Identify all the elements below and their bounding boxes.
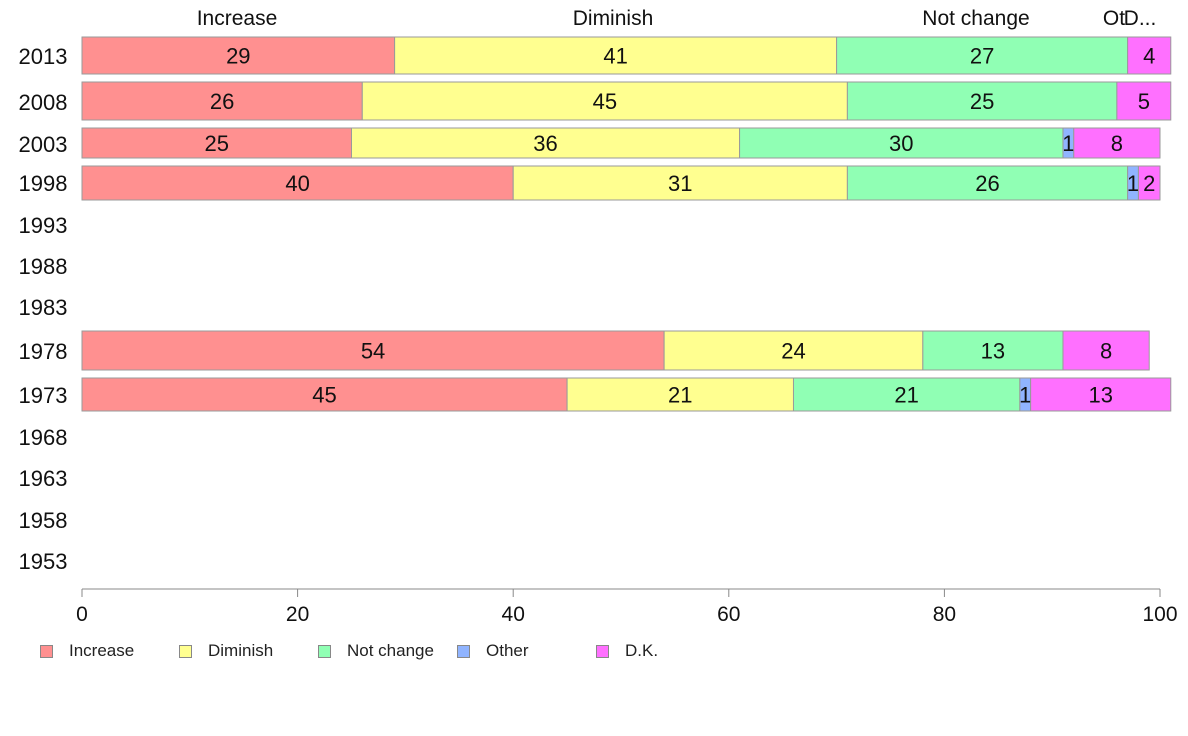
- year-label-1953: 1953: [19, 549, 68, 574]
- bar-label-1998-not-change: 26: [975, 171, 999, 196]
- legend-item-diminish: Diminish: [179, 641, 273, 661]
- year-label-1993: 1993: [19, 213, 68, 238]
- year-label-1958: 1958: [19, 508, 68, 533]
- top-label-ot: Ot: [1103, 7, 1125, 30]
- legend-item-increase: Increase: [40, 641, 134, 661]
- legend-label-not-change: Not change: [347, 641, 434, 660]
- bar-2013-increase: [81, 36, 396, 75]
- legend-item-other: Other: [457, 641, 529, 661]
- year-label-1988: 1988: [19, 254, 68, 279]
- bar-1978-diminish: [663, 330, 924, 371]
- bar-label-2008-d-k: 5: [1138, 89, 1150, 114]
- bar-label-1973-d-k: 13: [1088, 383, 1112, 408]
- year-label-2008: 2008: [19, 90, 68, 115]
- bar-1973-d-k: [1030, 377, 1172, 412]
- top-label-increase: Increase: [197, 7, 278, 30]
- bar-label-1973-diminish: 21: [668, 383, 692, 408]
- bar-1978-d-k: [1062, 330, 1150, 371]
- bar-2013-not-change: [836, 36, 1129, 75]
- x-tick-label-100: 100: [1142, 603, 1177, 626]
- top-category-labels: Increase Diminish Not change OtD...: [197, 7, 1157, 30]
- legend-swatch-dk: [596, 644, 609, 658]
- bar-label-1973-other: 1: [1019, 383, 1031, 408]
- year-label-2013: 2013: [19, 44, 68, 69]
- legend-label-dk: D.K.: [625, 641, 659, 660]
- bar-label-2013-diminish: 41: [603, 44, 627, 69]
- bar-label-1978-diminish: 24: [781, 339, 805, 364]
- year-labels: 2013 2008 2003 1998 1993 1988 1983 1978 1973 1968…: [19, 44, 68, 574]
- year-label-1983: 1983: [19, 295, 68, 320]
- bar-label-2008-diminish: 45: [593, 89, 617, 114]
- bar-label-2013-not-change: 27: [970, 44, 994, 69]
- year-label-1978: 1978: [19, 339, 68, 364]
- legend-swatch-diminish: [179, 644, 192, 658]
- bar-label-2003-not-change: 30: [889, 131, 913, 156]
- x-axis: 0 20 40 60 80 100: [76, 588, 1178, 626]
- bar-1973-diminish: [566, 377, 794, 412]
- bar-label-2013-increase: 29: [226, 44, 250, 69]
- bar-1998-diminish: [512, 165, 848, 201]
- year-label-2003: 2003: [19, 132, 68, 157]
- bar-2003-d-k: [1073, 127, 1161, 159]
- bar-1978-increase: [81, 330, 665, 371]
- bars: 29 41 27 426 45 25 525 36 30 1 840 31 26 1 254 24 13 845 2…: [81, 36, 1172, 412]
- bar-label-2013-d-k: 4: [1143, 44, 1155, 69]
- bar-2008-not-change: [846, 81, 1118, 121]
- legend-label-other: Other: [486, 641, 529, 660]
- top-label-diminish: Diminish: [573, 7, 654, 30]
- bar-2003-diminish: [351, 127, 741, 159]
- bar-2008-increase: [81, 81, 363, 121]
- bar-1998-d-k: [1137, 165, 1161, 201]
- bar-label-2003-increase: 25: [205, 131, 229, 156]
- bar-2008-d-k: [1116, 81, 1172, 121]
- bar-label-1978-increase: 54: [361, 339, 385, 364]
- legend-swatch-increase: [40, 644, 53, 658]
- bar-1998-increase: [81, 165, 514, 201]
- bar-label-1998-diminish: 31: [668, 171, 692, 196]
- legend-swatch-not-change: [318, 644, 331, 658]
- bar-label-2003-other: 1: [1062, 131, 1074, 156]
- year-label-1998: 1998: [19, 171, 68, 196]
- bar-label-2003-diminish: 36: [533, 131, 557, 156]
- bar-label-1998-d-k: 2: [1143, 171, 1155, 196]
- top-label-d: D...: [1124, 7, 1157, 30]
- legend-item-dk: D.K.: [596, 641, 658, 661]
- x-tick-label-60: 60: [717, 603, 740, 626]
- bar-2008-diminish: [361, 81, 848, 121]
- bar-label-2003-d-k: 8: [1111, 131, 1123, 156]
- year-label-1973: 1973: [19, 383, 68, 408]
- bar-label-1998-increase: 40: [285, 171, 309, 196]
- bar-label-1998-other: 1: [1127, 171, 1139, 196]
- bar-1973-increase: [81, 377, 568, 412]
- legend-swatch-other: [457, 644, 470, 658]
- bar-label-1978-d-k: 8: [1100, 339, 1112, 364]
- bar-label-1978-not-change: 13: [981, 339, 1005, 364]
- top-label-not-change: Not change: [922, 7, 1029, 30]
- legend-label-increase: Increase: [69, 641, 135, 660]
- year-label-1963: 1963: [19, 466, 68, 491]
- bar-label-1973-not-change: 21: [894, 383, 918, 408]
- year-label-1968: 1968: [19, 425, 68, 450]
- bar-label-2008-not-change: 25: [970, 89, 994, 114]
- bar-label-1973-increase: 45: [312, 383, 336, 408]
- bar-1998-not-change: [846, 165, 1129, 201]
- bar-2013-diminish: [394, 36, 838, 75]
- x-tick-label-40: 40: [502, 603, 525, 626]
- legend-label-diminish: Diminish: [208, 641, 274, 660]
- x-tick-label-0: 0: [76, 603, 88, 626]
- bar-2003-increase: [81, 127, 352, 159]
- legend-item-not-change: Not change: [318, 641, 434, 661]
- x-tick-label-20: 20: [286, 603, 309, 626]
- bar-1973-not-change: [792, 377, 1021, 412]
- x-tick-label-80: 80: [933, 603, 956, 626]
- bar-2013-d-k: [1127, 36, 1172, 75]
- bar-label-2008-increase: 26: [210, 89, 234, 114]
